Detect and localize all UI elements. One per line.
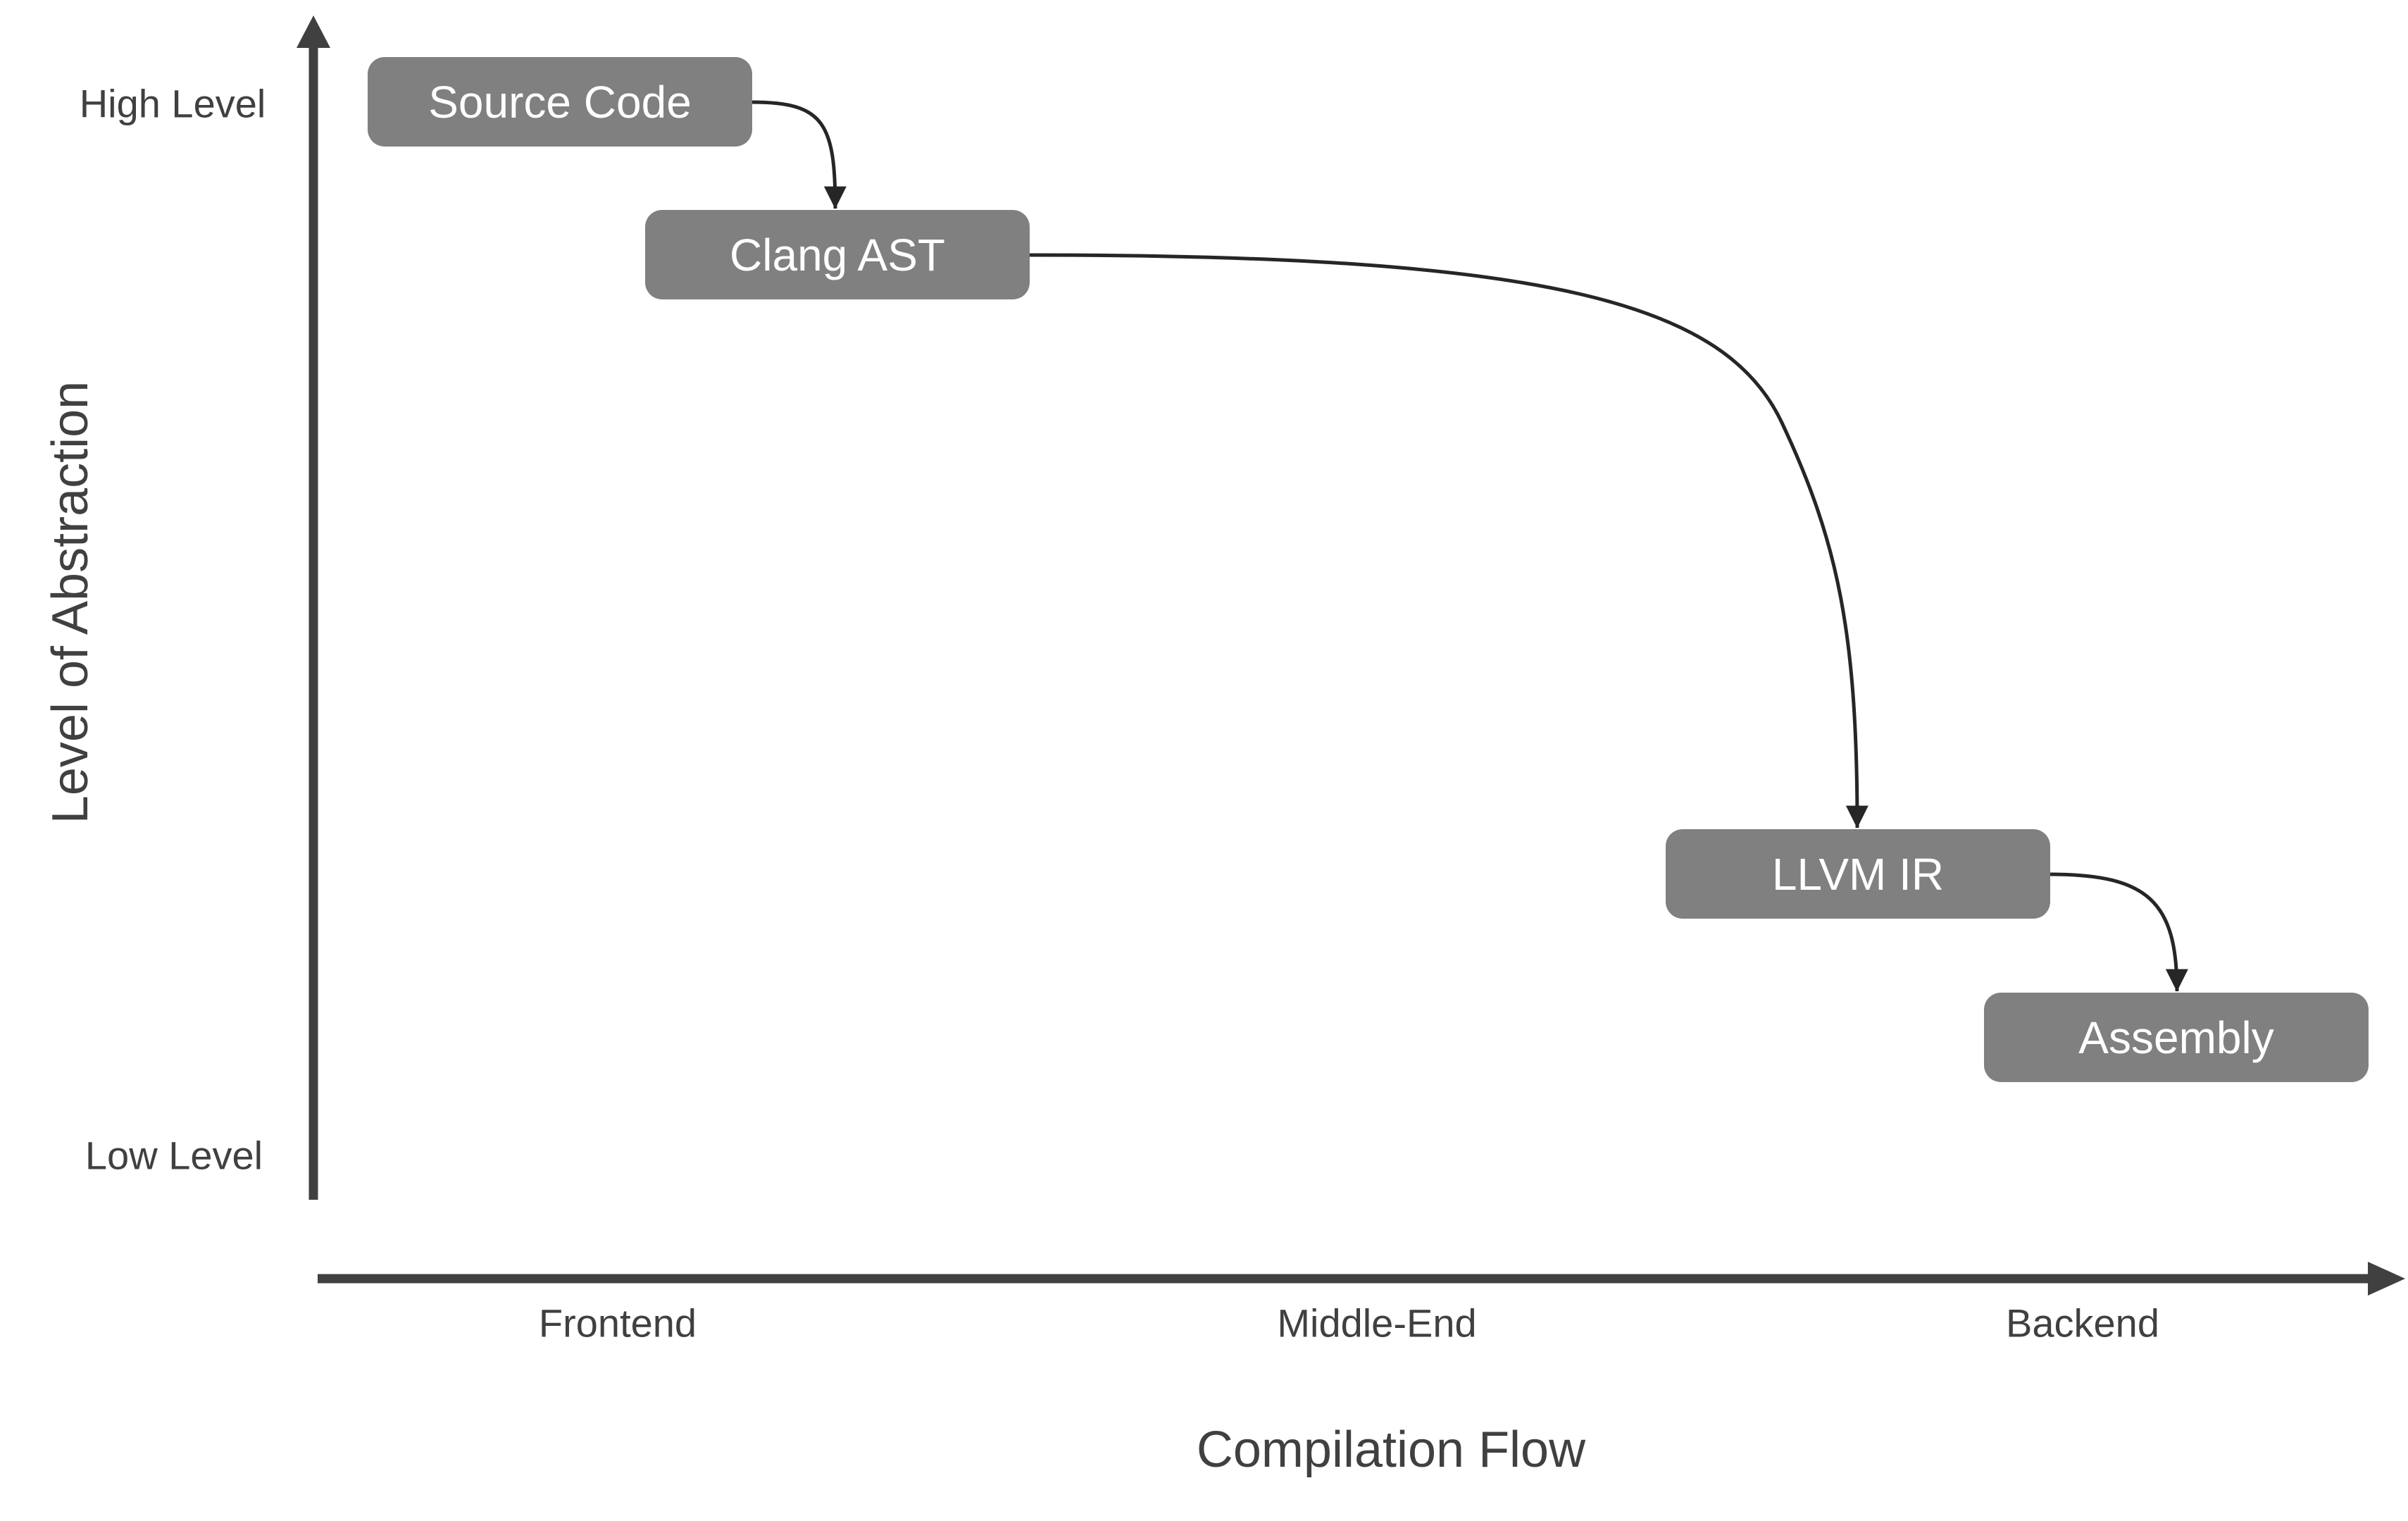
y-axis — [297, 15, 330, 1200]
node-label: Clang AST — [730, 230, 945, 280]
y-axis-top-label: High Level — [80, 82, 266, 126]
x-axis-label-frontend: Frontend — [539, 1301, 697, 1346]
node-source-code: Source Code — [368, 57, 752, 147]
node-clang-ast: Clang AST — [645, 210, 1030, 299]
y-axis-bottom-label: Low Level — [85, 1134, 263, 1178]
node-label: Assembly — [2078, 1012, 2273, 1063]
node-assembly: Assembly — [1984, 993, 2369, 1082]
node-label: Source Code — [428, 77, 692, 128]
x-axis-label-backend: Backend — [2006, 1301, 2159, 1346]
y-axis-arrowhead-icon — [297, 15, 330, 48]
edge-source-to-ast — [751, 100, 847, 209]
x-axis-label-middle-end: Middle-End — [1277, 1301, 1476, 1346]
y-axis-title: Level of Abstraction — [42, 381, 99, 824]
node-llvm-ir: LLVM IR — [1666, 829, 2050, 919]
x-axis-arrowhead-icon — [2368, 1262, 2405, 1296]
x-axis-title: Compilation Flow — [1197, 1422, 1586, 1478]
edge-ir-to-assembly — [2050, 872, 2188, 992]
edge-ast-to-ir — [1029, 253, 1869, 828]
node-label: LLVM IR — [1772, 849, 1944, 900]
x-axis — [318, 1262, 2405, 1296]
